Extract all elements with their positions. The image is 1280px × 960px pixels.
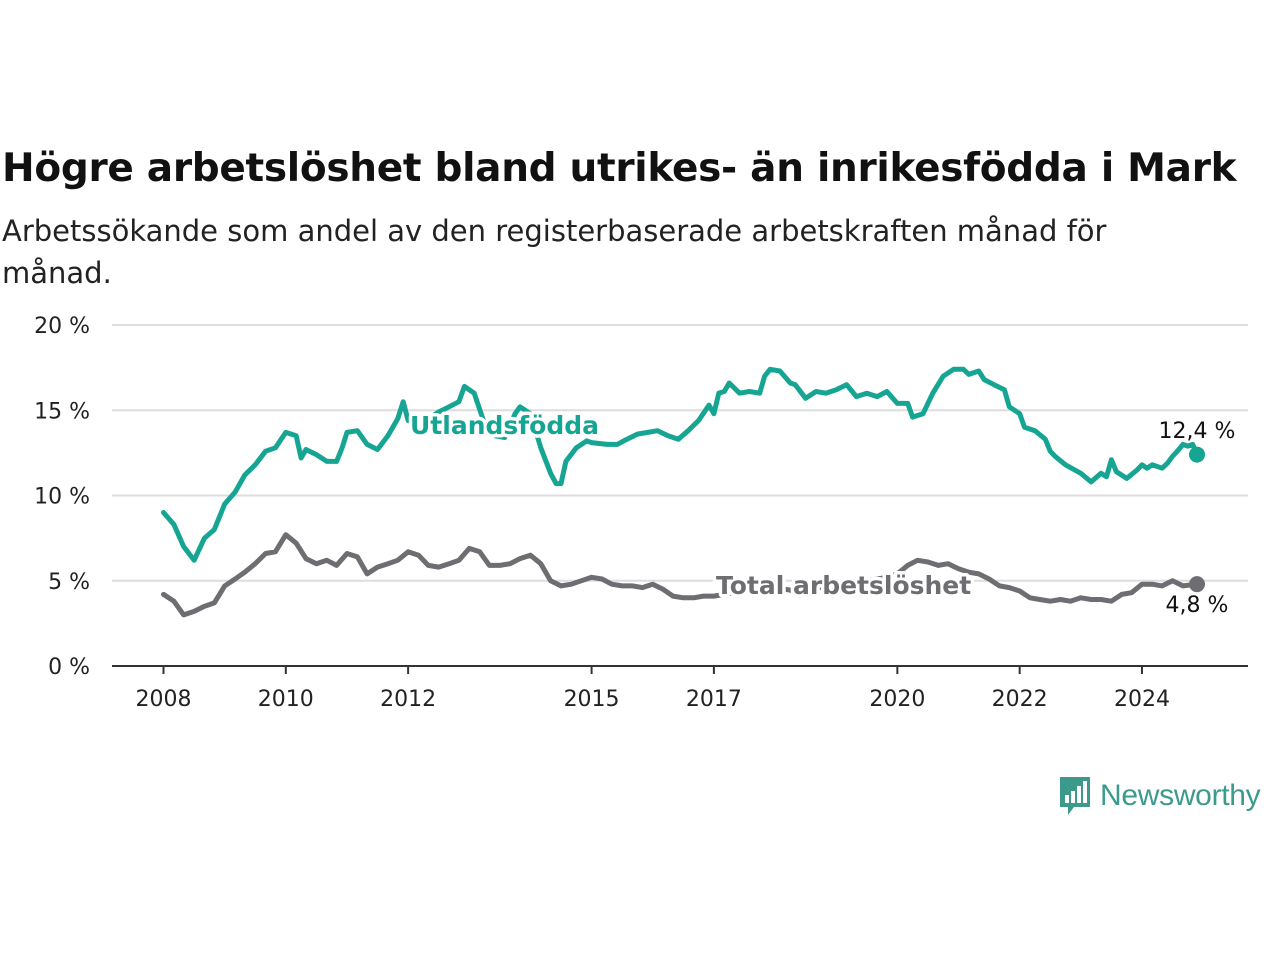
end-label-utlandsfodda: 12,4 % [1159, 419, 1236, 444]
x-tick-label: 2008 [136, 687, 192, 712]
y-axis-ticks: 0 % 5 % 10 % 15 % 20 % [34, 314, 90, 680]
line-utlandsfodda [161, 366, 1200, 563]
series-lines [161, 366, 1205, 618]
x-tick-label: 2022 [992, 687, 1048, 712]
endpoint-total [1189, 576, 1205, 593]
newsworthy-logo: Newsworthy [1058, 775, 1261, 817]
bar-chart-icon [1058, 775, 1092, 817]
brand-name: Newsworthy [1100, 779, 1261, 812]
y-tick-label: 15 % [34, 399, 90, 424]
label-total-arbetsloshet: Total arbetslöshet [716, 571, 971, 600]
chart-title: Högre arbetslöshet bland utrikes- än inr… [2, 146, 1237, 191]
x-axis: 2008 2010 2012 2015 2017 2020 2022 2024 [112, 665, 1248, 712]
chart-subtitle: Arbetssökande som andel av den registerb… [2, 214, 1107, 290]
y-tick-label: 5 % [48, 570, 90, 595]
end-label-total: 4,8 % [1166, 593, 1229, 618]
gridlines [112, 324, 1248, 582]
line-total-arbetsloshet [161, 532, 1200, 618]
y-tick-label: 20 % [34, 314, 90, 339]
label-utlandsfodda: Utlandsfödda [410, 411, 599, 440]
y-tick-label: 10 % [34, 485, 90, 510]
x-tick-label: 2015 [564, 687, 620, 712]
x-tick-label: 2020 [869, 687, 925, 712]
x-tick-label: 2017 [686, 687, 742, 712]
endpoint-utlandsfodda [1189, 446, 1205, 463]
x-tick-label: 2010 [258, 687, 314, 712]
x-tick-label: 2024 [1114, 687, 1170, 712]
series-labels: 12,4 % Utlandsfödda 4,8 % Total arbetslöshe… [407, 408, 1236, 619]
y-tick-label: 0 % [48, 655, 90, 680]
x-tick-label: 2012 [380, 687, 436, 712]
